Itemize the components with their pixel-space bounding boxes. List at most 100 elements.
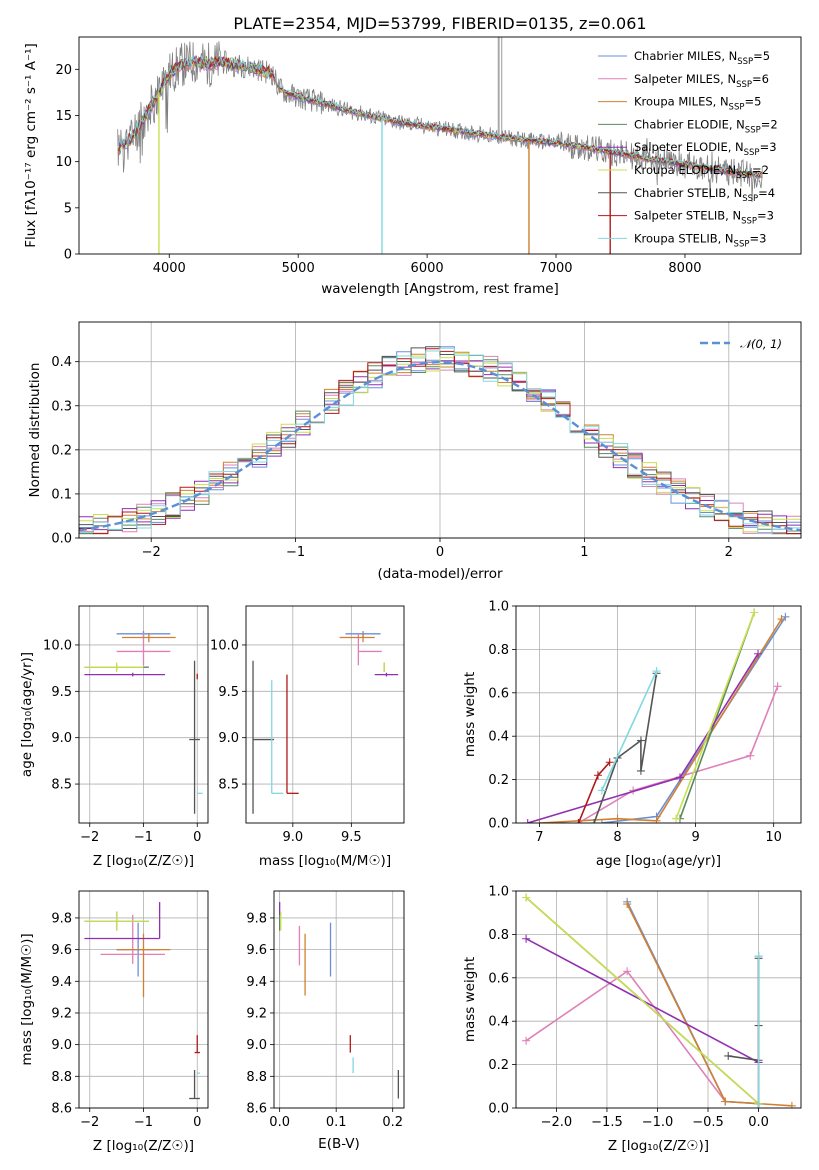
legend-subscript: SSP <box>745 125 761 135</box>
y-tick-label: 0 <box>64 248 72 263</box>
x-tick-label: 0.2 <box>382 1115 403 1130</box>
y-tick-label: 8.8 <box>246 1070 267 1085</box>
x-tick-label: −1.5 <box>591 1115 623 1130</box>
x-tick-label: 0 <box>193 830 201 845</box>
x-axis-label: wavelength [Angstrom, rest frame] <box>321 281 559 297</box>
legend-label: Chabrier STELIB, NSSP=4 <box>634 186 775 204</box>
weight-point-kroupa_miles <box>721 1097 730 1106</box>
legend-name: Chabrier MILES, N <box>634 49 737 63</box>
legend-label: Chabrier ELODIE, NSSP=2 <box>634 117 778 135</box>
weight-point-kroupa_miles <box>787 1101 796 1108</box>
weight-line-kroupa_elodie <box>675 612 755 819</box>
y-tick-label: 8.6 <box>246 1102 267 1117</box>
x-tick-label: −2 <box>80 1115 99 1130</box>
legend-subscript: SSP <box>734 239 750 249</box>
x-tick-label: 9.5 <box>341 830 362 845</box>
weight-point-chabrier_stelib <box>724 1051 733 1060</box>
legend-name: Kroupa ELODIE, N <box>634 163 736 177</box>
x-axis-label: Z [log₁₀(Z/Z☉)] <box>93 1138 194 1154</box>
weight-point-salpeter_stelib <box>574 819 583 823</box>
plot-marks <box>84 902 200 1100</box>
legend-name: Kroupa MILES, N <box>634 95 729 109</box>
legend-name: Chabrier ELODIE, N <box>634 117 745 131</box>
y-tick-label: 8.6 <box>51 1102 72 1117</box>
weight-point-chabrier_stelib <box>636 766 645 775</box>
legend-name: Salpeter MILES, N <box>634 72 736 86</box>
weight-point-kroupa_miles <box>777 615 786 624</box>
legend-tail: =3 <box>749 231 766 245</box>
x-axis-label: Z [log₁₀(Z/Z☉)] <box>608 1138 709 1154</box>
x-tick-label: −1 <box>286 545 305 560</box>
weight-point-salpeter_miles <box>746 751 755 760</box>
plot-marks <box>84 631 203 814</box>
x-tick-label: −2 <box>80 830 99 845</box>
axes-frame <box>245 605 405 824</box>
y-tick-label: 9.6 <box>246 943 267 958</box>
axes: −2.0 −1.5 −1.0 −0.5 0.0 0.0 0.2 0.4 0.6 0.8 1.0 <box>488 885 769 1131</box>
y-tick-label: 0.0 <box>51 532 72 547</box>
y-axis-label: Normed distribution <box>27 363 43 498</box>
y-axis-label: mass weight <box>462 672 478 757</box>
y-tick-label: 0.3 <box>51 399 72 414</box>
y-tick-label: 10.0 <box>210 638 239 653</box>
y-tick-label: 0.0 <box>488 1102 509 1117</box>
y-tick-label: 9.4 <box>51 975 72 990</box>
y-tick-label: 5 <box>64 201 72 216</box>
plot-area <box>274 891 404 1108</box>
x-tick-label: 6000 <box>411 261 444 276</box>
weight-point-salpeter_stelib <box>593 771 602 780</box>
legend-subscript: SSP <box>729 103 745 113</box>
plot-marks <box>117 37 763 254</box>
x-tick-label: 5000 <box>282 261 315 276</box>
y-tick-label: 0.2 <box>488 1058 509 1073</box>
legend-label: Kroupa ELODIE, NSSP=2 <box>634 163 769 181</box>
weight-point-chabrier_stelib <box>590 819 599 823</box>
y-tick-label: 8.5 <box>51 778 72 793</box>
y-tick-label: 9.0 <box>51 1038 72 1053</box>
y-axis-label: mass weight <box>462 957 478 1042</box>
plot-marks <box>252 631 399 814</box>
weight-point-salpeter_miles <box>623 967 632 976</box>
y-tick-label: 0.0 <box>488 817 509 832</box>
x-tick-label: 2 <box>725 545 733 560</box>
x-axis-label: mass [log₁₀(M/M☉)] <box>259 853 391 869</box>
x-tick-label: 0 <box>193 1115 201 1130</box>
y-tick-label: 9.2 <box>246 1006 267 1021</box>
axes-frame <box>78 605 209 824</box>
y-tick-label: 0.4 <box>51 355 72 370</box>
x-tick-label: −1.0 <box>642 1115 674 1130</box>
legend-name: Salpeter STELIB, N <box>634 209 741 223</box>
x-tick-label: 8000 <box>668 261 701 276</box>
weight-point-kroupa_stelib <box>652 667 661 676</box>
axes-frame <box>78 321 802 539</box>
weight-point-kroupa_stelib <box>754 1104 763 1108</box>
legend-tail: =2 <box>752 163 769 177</box>
panel-weight_vs_Z: −2.0 −1.5 −1.0 −0.5 0.0 0.0 0.2 0.4 0.6 0.8 1.0 Z [… <box>462 885 802 1154</box>
y-tick-label: 9.8 <box>51 911 72 926</box>
weight-point-kroupa_miles <box>652 816 661 823</box>
axes: 4000 5000 6000 7000 8000 0 5 10 15 20 <box>55 63 701 276</box>
legend-label: Salpeter MILES, NSSP=6 <box>634 72 769 90</box>
y-tick-label: 9.8 <box>246 911 267 926</box>
x-tick-label: 0.0 <box>269 1115 290 1130</box>
legend-tail: =4 <box>758 186 775 200</box>
model-spectrum-kroupa_stelib <box>117 54 763 176</box>
weight-point-salpeter_miles <box>522 1036 531 1045</box>
legend-label: Salpeter STELIB, NSSP=3 <box>634 209 774 227</box>
legend-subscript: SSP <box>737 57 753 67</box>
axes: −2 −1 0 1 2 0.0 0.1 0.2 0.3 0.4 <box>51 355 733 560</box>
y-axis-label: Flux [fλ10⁻¹⁷ erg cm⁻² s⁻¹ A⁻¹] <box>23 43 39 248</box>
x-tick-label: −0.5 <box>692 1115 724 1130</box>
plot-area <box>246 606 404 823</box>
weight-point-kroupa_stelib <box>754 952 763 961</box>
panel-age_vs_mass: 9.0 9.5 8.5 9.0 9.5 10.0 mass [log₁₀(M/M☉)] <box>210 605 405 869</box>
y-tick-label: 9.0 <box>218 731 239 746</box>
data-spectrum <box>117 41 763 203</box>
y-tick-label: 0.4 <box>488 730 509 745</box>
weight-point-kroupa_elodie <box>672 814 681 823</box>
legend-label: 𝒩(0, 1) <box>740 337 782 351</box>
legend-subscript: SSP <box>744 148 760 158</box>
y-tick-label: 10.0 <box>43 638 72 653</box>
